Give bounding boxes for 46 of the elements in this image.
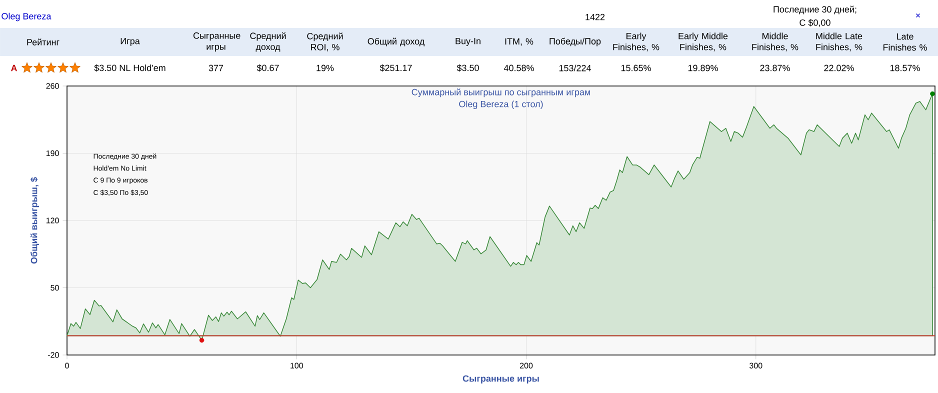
text: 1422	[586, 14, 605, 20]
category-label: Late Finishes %	[883, 33, 927, 51]
text: 18.57%	[890, 64, 920, 72]
text: Последние 30 дней;	[774, 6, 856, 14]
category-label: Middle Finishes, %	[752, 32, 798, 52]
text: $251.17	[380, 64, 412, 72]
x-tick-label: 100	[290, 362, 303, 368]
text: 19.89%	[688, 64, 718, 72]
category-label: Игра	[120, 38, 140, 46]
y-tick-label: 260	[46, 83, 59, 89]
category-label: Middle Late Finishes, %	[816, 32, 862, 52]
y-tick-label: -20	[48, 352, 59, 358]
category-label: Средний доход	[250, 32, 286, 52]
text: 153/224	[559, 64, 591, 72]
text: 23.87%	[760, 64, 790, 72]
text: 15.65%	[621, 64, 651, 72]
text: Oleg Bereza (1 стол)	[459, 100, 543, 110]
text: Oleg Bereza	[2, 12, 52, 22]
text: $3.50	[456, 64, 479, 72]
category-label: Победы/Пор	[550, 38, 601, 46]
x-tick-label: 0	[65, 362, 69, 368]
text: 19%	[316, 64, 334, 72]
y-tick-label: 50	[50, 284, 59, 291]
category-label: ITM, %	[505, 38, 534, 46]
text: $0.67	[256, 64, 279, 72]
text: 377	[208, 64, 224, 72]
x-tick-label: 200	[520, 362, 533, 368]
y-tick-label: 120	[46, 218, 59, 224]
text: 22.02%	[824, 64, 854, 72]
text: C $0,00	[800, 19, 830, 27]
text: 40.58%	[504, 64, 534, 72]
category-label: Средний ROI, %	[307, 32, 343, 52]
category-label: Сыгранные игры	[193, 32, 240, 52]
y-tick-label: 190	[46, 150, 59, 156]
category-label: Рейтинг	[27, 38, 60, 46]
category-label: Early Middle Finishes, %	[678, 32, 728, 52]
text: A	[10, 64, 18, 72]
x-axis-title: Сыгранные игры	[462, 375, 539, 384]
text: $3.50 NL Hold'em	[94, 64, 166, 72]
x-tick-label: 300	[750, 362, 762, 368]
text: ×	[916, 14, 920, 18]
chart-title: Суммарный выигрыш по сыгранным играм	[412, 88, 590, 98]
category-label: Early Finishes, %	[613, 32, 660, 52]
y-axis-title: Общий выигрыш, $	[30, 177, 39, 264]
category-label: Buy-In	[456, 38, 480, 46]
category-label: Общий доход	[368, 38, 424, 46]
